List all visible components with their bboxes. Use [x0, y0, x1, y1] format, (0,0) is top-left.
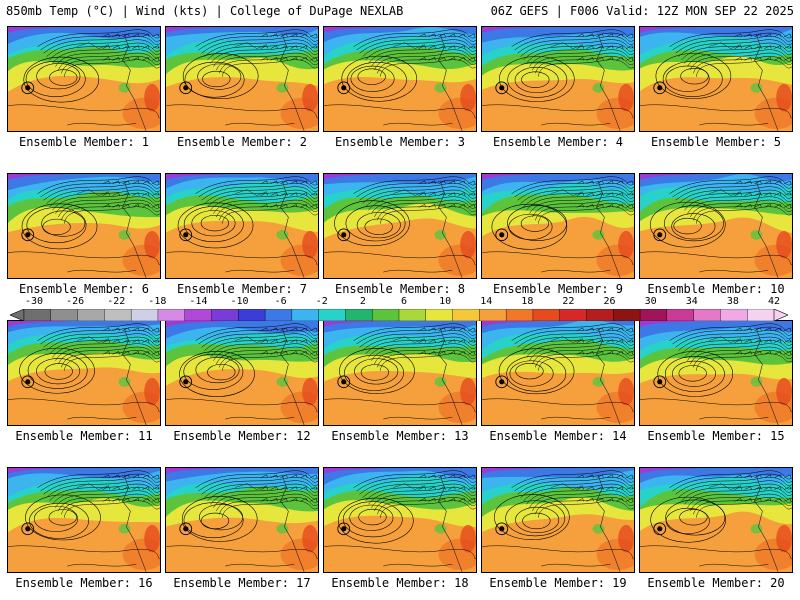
- ensemble-member-map: [639, 320, 793, 426]
- ensemble-member-map: [165, 26, 319, 132]
- ensemble-member-caption: Ensemble Member: 17: [173, 576, 311, 590]
- colorbar-tick-label: -26: [66, 296, 85, 307]
- ensemble-member-caption: Ensemble Member: 8: [334, 282, 466, 296]
- ensemble-member-caption: Ensemble Member: 12: [173, 429, 311, 443]
- ensemble-member-caption: Ensemble Member: 18: [331, 576, 469, 590]
- ensemble-member-caption: Ensemble Member: 1: [18, 135, 150, 149]
- colorbar-tick-label: -6: [274, 296, 287, 307]
- ensemble-member-map: [639, 173, 793, 279]
- colorbar-tick-label: 30: [644, 296, 657, 307]
- ensemble-member-caption: Ensemble Member: 9: [492, 282, 624, 296]
- ensemble-member-map: [481, 26, 635, 132]
- ensemble-member-map: [323, 173, 477, 279]
- colorbar-tick-label: -22: [107, 296, 126, 307]
- ensemble-member-caption: Ensemble Member: 7: [176, 282, 308, 296]
- colorbar-tick-label: 14: [480, 296, 493, 307]
- colorbar-tick-label: -2: [315, 296, 328, 307]
- ensemble-member-map: [7, 320, 161, 426]
- colorbar-tick-label: 42: [767, 296, 781, 307]
- colorbar-tick-label: 6: [400, 296, 408, 307]
- colorbar-tick-label: 2: [359, 296, 366, 307]
- colorbar-tick-label: 10: [439, 296, 452, 307]
- ensemble-member-map: [323, 26, 477, 132]
- colorbar-tick-label: 18: [521, 296, 534, 307]
- ensemble-member-map: [481, 467, 635, 573]
- ensemble-member-map: [323, 320, 477, 426]
- ensemble-member-caption: Ensemble Member: 20: [647, 576, 785, 590]
- ensemble-member-map: [481, 173, 635, 279]
- ensemble-member-caption: Ensemble Member: 13: [331, 429, 469, 443]
- ensemble-member-map: [7, 467, 161, 573]
- ensemble-member-map: [323, 467, 477, 573]
- ensemble-member-map: [165, 173, 319, 279]
- ensemble-member-map: [639, 26, 793, 132]
- ensemble-member-map: [165, 467, 319, 573]
- colorbar-tick-label: 34: [685, 296, 698, 307]
- header-title: 850mb Temp (°C) | Wind (kts) | College o…: [6, 4, 404, 18]
- ensemble-member-caption: Ensemble Member: 14: [489, 429, 627, 443]
- ensemble-member-caption: Ensemble Member: 5: [650, 135, 782, 149]
- header-run-info: 06Z GEFS | F006 Valid: 12Z MON SEP 22 20…: [490, 4, 794, 18]
- colorbar-tick-label: -10: [230, 296, 249, 307]
- ensemble-member-caption: Ensemble Member: 2: [176, 135, 308, 149]
- colorbar-scale: [10, 309, 788, 321]
- colorbar-tick-label: -14: [189, 296, 208, 307]
- ensemble-member-caption: Ensemble Member: 16: [15, 576, 153, 590]
- ensemble-member-map: [7, 26, 161, 132]
- ensemble-member-caption: Ensemble Member: 19: [489, 576, 627, 590]
- ensemble-member-map: [639, 467, 793, 573]
- ensemble-member-caption: Ensemble Member: 11: [15, 429, 153, 443]
- ensemble-member-map: [7, 173, 161, 279]
- ensemble-member-map: [481, 320, 635, 426]
- ensemble-member-map: [165, 320, 319, 426]
- ensemble-member-caption: Ensemble Member: 4: [492, 135, 624, 149]
- ensemble-member-caption: Ensemble Member: 6: [18, 282, 150, 296]
- colorbar-tick-label: -18: [148, 296, 167, 307]
- colorbar-tick-label: 26: [603, 296, 616, 307]
- ensemble-member-caption: Ensemble Member: 3: [334, 135, 466, 149]
- colorbar-tick-label: -30: [24, 296, 44, 307]
- ensemble-member-caption: Ensemble Member: 10: [647, 282, 785, 296]
- colorbar-tick-label: 38: [726, 296, 739, 307]
- ensemble-member-caption: Ensemble Member: 15: [647, 429, 785, 443]
- colorbar-tick-label: 22: [562, 296, 575, 307]
